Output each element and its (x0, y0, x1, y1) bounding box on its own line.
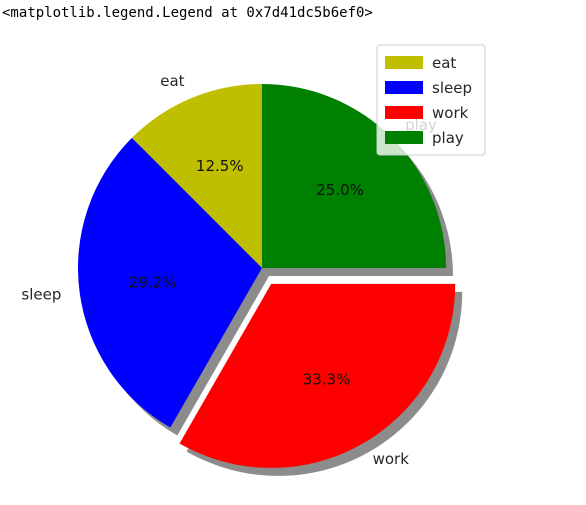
slice-percent-work: 33.3% (303, 370, 351, 388)
legend-frame (376, 44, 486, 156)
pie-slice-eat (131, 84, 262, 268)
legend-swatch-play (385, 131, 423, 144)
slice-label-eat: eat (160, 72, 184, 90)
slice-percent-sleep: 29.2% (129, 274, 177, 292)
legend-label-play: play (432, 129, 464, 147)
slice-label-sleep: sleep (21, 286, 61, 304)
legend-label-work: work (432, 104, 469, 122)
legend-swatch-sleep (385, 81, 423, 94)
pie-slice-work (179, 283, 456, 468)
pie-slice-sleep (77, 137, 263, 428)
pie-slice-play (262, 84, 446, 268)
pie-slices (77, 84, 456, 468)
legend-label-eat: eat (432, 54, 456, 72)
slice-label-work: work (373, 450, 410, 468)
legend: eat sleep work play (376, 44, 486, 156)
legend-swatch-eat (385, 56, 423, 69)
slice-percent-eat: 12.5% (196, 157, 244, 175)
slice-percent-play: 25.0% (316, 181, 364, 199)
output-repr-text: <matplotlib.legend.Legend at 0x7d41dc5b6… (2, 5, 373, 21)
legend-label-sleep: sleep (432, 79, 472, 97)
legend-swatch-work (385, 106, 423, 119)
